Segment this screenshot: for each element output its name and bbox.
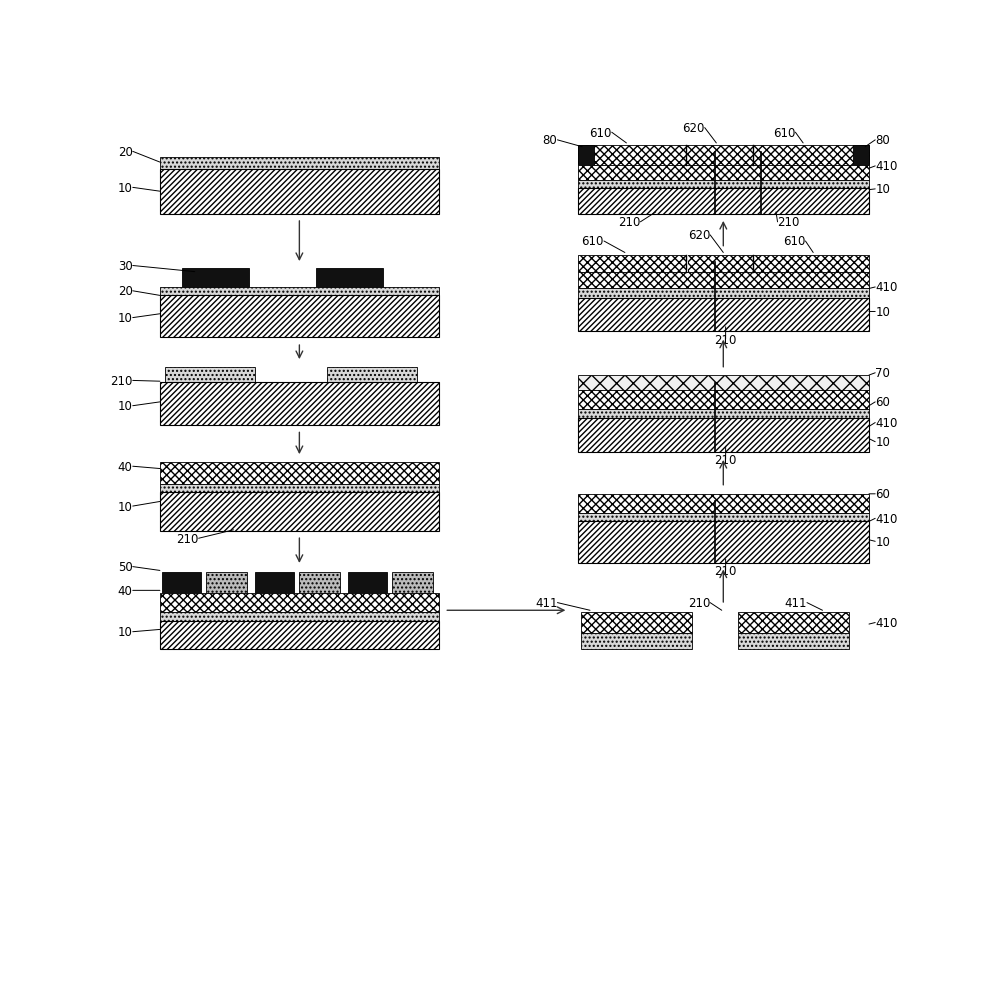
Bar (160, 170, 439, 215)
Bar (160, 296, 439, 337)
Text: 70: 70 (875, 367, 890, 380)
Text: 10: 10 (118, 625, 133, 638)
Text: 210: 210 (778, 216, 800, 229)
Bar (327, 368, 417, 383)
Text: 610: 610 (582, 236, 604, 248)
Bar (160, 593, 439, 612)
Bar (160, 612, 439, 621)
Bar (160, 621, 439, 649)
Text: 610: 610 (589, 126, 612, 139)
Bar (578, 189, 869, 215)
Bar (160, 484, 439, 492)
Bar (581, 612, 692, 633)
Text: 40: 40 (118, 584, 133, 597)
Bar (738, 612, 849, 633)
Text: 60: 60 (875, 396, 890, 409)
Bar (165, 368, 255, 383)
Bar (578, 255, 869, 272)
Text: 10: 10 (875, 435, 890, 448)
Bar (578, 298, 869, 332)
Text: 410: 410 (875, 616, 898, 629)
Text: 620: 620 (682, 122, 705, 135)
Text: 210: 210 (714, 565, 737, 578)
Bar (578, 181, 869, 189)
Text: 210: 210 (714, 333, 737, 346)
Bar (578, 376, 869, 391)
Bar (160, 462, 439, 484)
Text: 80: 80 (543, 134, 557, 147)
Text: 10: 10 (875, 183, 890, 196)
Bar (348, 573, 387, 593)
Bar (206, 573, 247, 593)
Text: 10: 10 (875, 306, 890, 319)
Text: 80: 80 (875, 134, 890, 147)
Text: 50: 50 (118, 561, 133, 574)
Text: 410: 410 (875, 512, 898, 525)
Text: 10: 10 (118, 182, 133, 195)
Text: 20: 20 (118, 285, 133, 298)
Text: 411: 411 (535, 596, 557, 609)
Text: 10: 10 (875, 536, 890, 549)
Text: 610: 610 (773, 126, 795, 139)
Bar (316, 268, 383, 288)
Text: 210: 210 (688, 596, 710, 609)
Bar (853, 146, 869, 165)
Text: 620: 620 (688, 230, 710, 243)
Bar (578, 494, 869, 514)
Bar (255, 573, 294, 593)
Text: 210: 210 (714, 453, 737, 466)
Text: 10: 10 (118, 400, 133, 413)
Text: 410: 410 (875, 281, 898, 294)
Text: 411: 411 (784, 596, 807, 609)
Bar (686, 255, 688, 272)
Bar (578, 272, 869, 289)
Text: 20: 20 (118, 146, 133, 159)
Bar (299, 573, 340, 593)
Bar (162, 573, 201, 593)
Text: 40: 40 (118, 460, 133, 473)
Bar (160, 157, 439, 170)
Bar (160, 288, 439, 296)
Text: 410: 410 (875, 160, 898, 173)
Text: 410: 410 (875, 416, 898, 429)
Bar (578, 522, 869, 564)
Bar (392, 573, 433, 593)
Bar (578, 514, 869, 522)
Bar (738, 633, 849, 649)
Bar (581, 633, 692, 649)
Bar (160, 492, 439, 531)
Text: 610: 610 (783, 236, 805, 248)
Text: 10: 10 (118, 500, 133, 513)
Bar (578, 410, 869, 418)
Bar (578, 146, 869, 165)
Text: 210: 210 (110, 375, 133, 388)
Bar (578, 418, 869, 452)
Text: 210: 210 (618, 216, 640, 229)
Bar (578, 146, 594, 165)
Bar (578, 289, 869, 298)
Bar (578, 391, 869, 410)
Bar (160, 383, 439, 425)
Bar (578, 165, 869, 181)
Text: 30: 30 (118, 259, 133, 272)
Text: 10: 10 (118, 312, 133, 325)
Text: 210: 210 (176, 532, 199, 545)
Bar (182, 268, 249, 288)
Text: 60: 60 (875, 488, 890, 501)
